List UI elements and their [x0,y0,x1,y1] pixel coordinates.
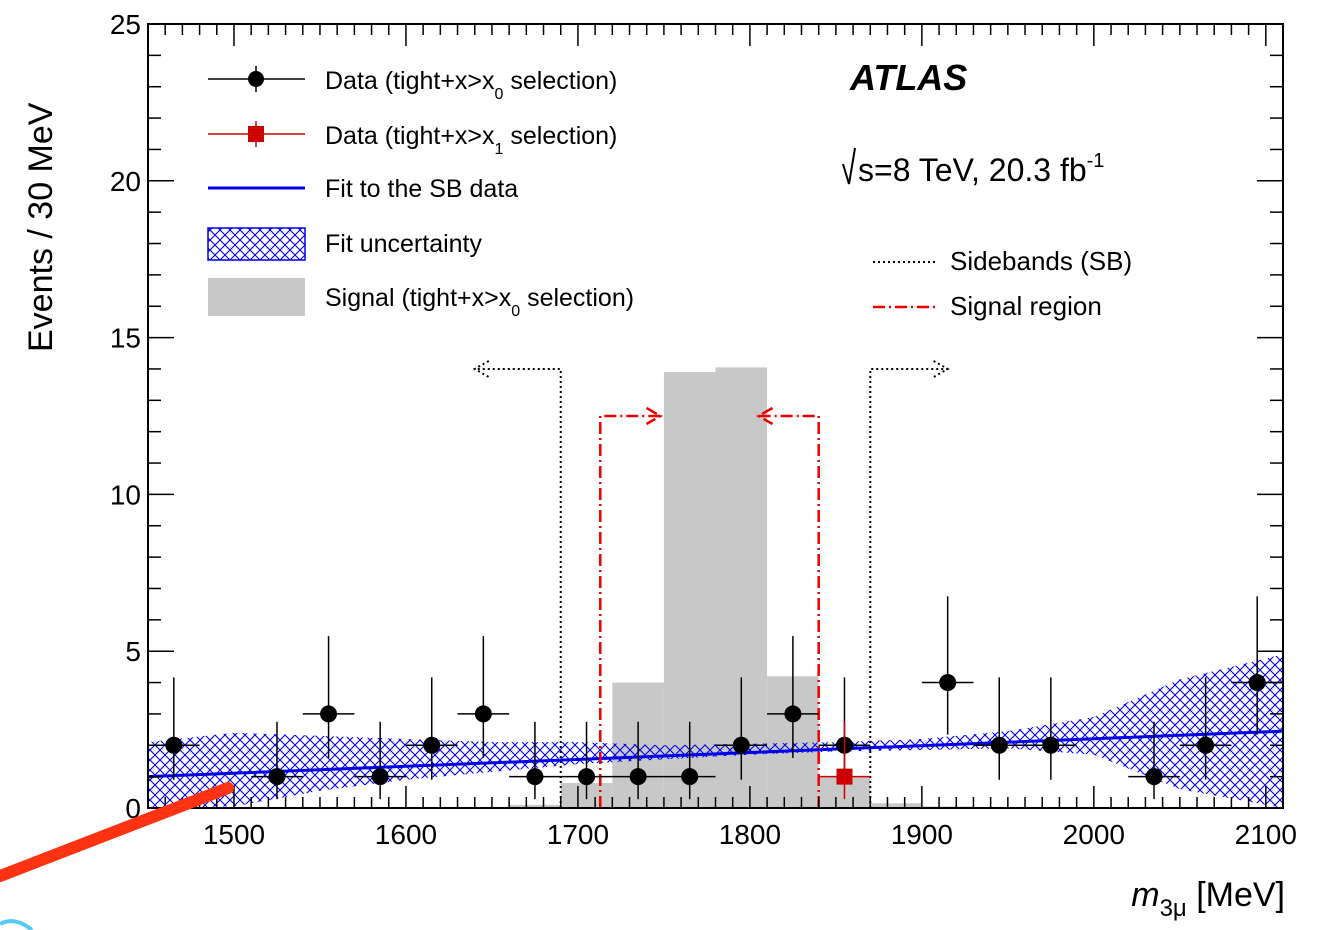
data-x0-point [1145,768,1163,786]
data-x0-point [474,705,492,723]
legend-sideband-text: Sidebands (SB) [950,246,1132,276]
legend-signal-text: Signal (tight+x>x0 selection) [325,284,634,320]
signal-region-right-arrow [755,406,774,426]
sideband-markers [472,360,950,808]
y-tick-label: 0 [125,793,141,824]
data-x1-point [836,768,853,785]
data-x0-point [165,736,183,754]
data-x0-point [320,705,338,723]
legend-data0-text: Data (tight+x>x0 selection) [325,67,617,103]
sideband-left-line [474,367,562,808]
data-x0-point [681,768,699,786]
legend-data0-marker [248,71,264,87]
signal-region-right-line [758,414,820,808]
fit-line-group [147,729,1284,779]
sideband-left-arrow [472,360,490,378]
fit-line [147,729,1284,779]
legend-signal-box [208,278,305,316]
tick-labels: 1500 1600 1700 1800 1900 2000 2100 0 5 10 15 20 25 [110,9,1297,850]
data-x0-point [1248,674,1266,692]
legend-unc-box [207,227,306,261]
legend-unc-text: Fit uncertainty [325,230,483,258]
signal-region-left-arrow [645,406,663,426]
energy-label: s=8 TeV, 20.3 fb-1 [842,147,1104,188]
legend-fit-text: Fit to the SB data [325,175,518,203]
legend-data1-text: Data (tight+x>x1 selection) [325,122,617,158]
data-x0-point [732,736,750,754]
atlas-label: ATLAS [849,57,967,98]
data-x0-point [784,705,802,723]
y-tick-label: 25 [110,9,141,40]
x-tick-label: 2100 [1235,819,1297,850]
sideband-right-line [869,367,948,808]
x-tick-label: 1900 [891,819,953,850]
data-x0-point [268,768,286,786]
data-x0-point [990,736,1008,754]
axis-ticks [147,23,1284,809]
x-tick-label: 1500 [203,819,265,850]
x-axis-label-unit: [MeV] [1187,876,1285,914]
legend-signalregion-text: Signal region [950,291,1102,321]
signal-bar [509,804,561,808]
data-x0-point [423,736,441,754]
data-x0-point [1197,736,1215,754]
legend-data1-marker [248,126,264,142]
data-x0-point [578,768,596,786]
blue-arc-overlay [0,919,34,930]
signal-region-left-line [599,414,661,808]
data-x0-point [1042,736,1060,754]
x-axis-label-m: m [1131,876,1159,914]
lumi-superscript: -1 [1087,150,1105,172]
y-tick-label: 5 [125,636,141,667]
data-x0-point [629,768,647,786]
energy-lumi-label: s=8 TeV, 20.3 fb-1 [858,150,1104,188]
x-axis-label: m3μ [MeV] [1131,876,1285,922]
data-points [148,596,1283,800]
sqrt-symbol [842,147,856,185]
energy-text: s=8 TeV, 20.3 fb [858,152,1087,188]
signal-bar [870,803,922,808]
data-x0-point [371,768,389,786]
x-tick-label: 1600 [375,819,437,850]
x-axis-label-sub: 3μ [1160,895,1187,922]
y-tick-label: 10 [110,479,141,510]
y-axis-label: Events / 30 MeV [22,102,60,352]
x-tick-label: 2000 [1063,819,1125,850]
legend: Data (tight+x>x0 selection) Data (tight+… [207,66,1132,321]
x-tick-label: 1700 [547,819,609,850]
y-tick-label: 15 [110,323,141,354]
sideband-right-arrow [933,360,950,378]
y-tick-label: 20 [110,166,141,197]
data-x0-point [526,768,544,786]
x-tick-label: 1800 [719,819,781,850]
red-pointer-overlay [0,782,234,882]
signal-region-markers [599,406,820,808]
data-x0-point [939,674,957,692]
